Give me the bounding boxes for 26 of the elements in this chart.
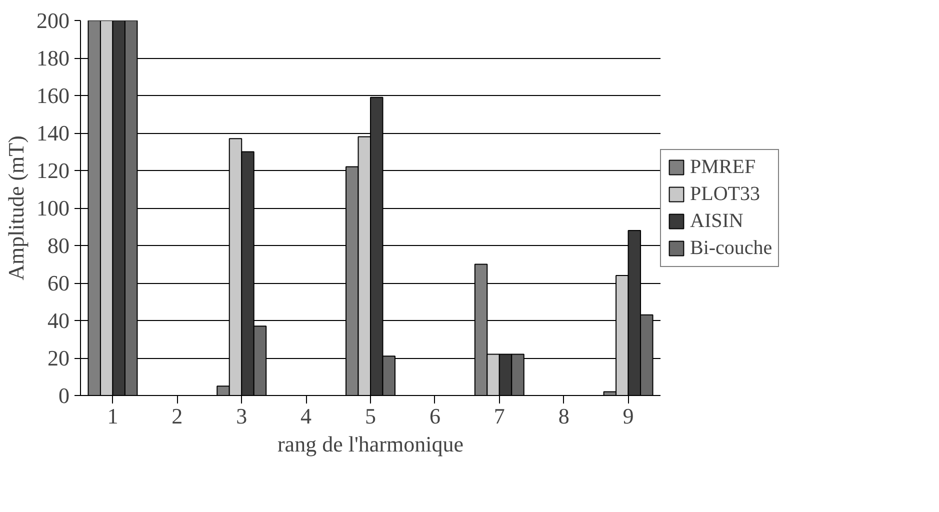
y-tick-label: 20: [48, 346, 70, 370]
y-tick-label: 180: [36, 46, 70, 70]
y-axis-title: Amplitude (mT): [4, 136, 28, 280]
legend-label: AISIN: [690, 210, 744, 232]
x-tick-label: 7: [494, 404, 505, 428]
x-tick-label: 3: [236, 404, 248, 428]
y-tick-label: 120: [36, 158, 70, 183]
y-tick-label: 40: [48, 308, 70, 333]
x-tick-label: 8: [558, 404, 570, 428]
y-tick-label: 60: [48, 270, 70, 296]
legend-label: Bi-couche: [690, 236, 772, 260]
y-tick-label: 80: [48, 233, 70, 258]
legend-label: PMREF: [690, 156, 756, 178]
x-tick-label: 9: [622, 404, 634, 428]
x-tick-label: 4: [300, 404, 312, 428]
legend-label: PLOT33: [690, 182, 760, 206]
x-tick-label: 2: [172, 404, 183, 428]
y-tick-label: 140: [36, 120, 70, 146]
y-tick-label: 0: [58, 383, 70, 408]
y-tick-label: 200: [36, 8, 70, 33]
x-tick-label: 6: [429, 404, 440, 428]
x-tick-label: 1: [107, 404, 118, 428]
y-tick-label: 160: [36, 83, 70, 108]
x-tick-label: 5: [365, 404, 376, 428]
y-tick-label: 100: [36, 196, 70, 220]
x-axis-title: rang de l'harmonique: [277, 432, 464, 456]
